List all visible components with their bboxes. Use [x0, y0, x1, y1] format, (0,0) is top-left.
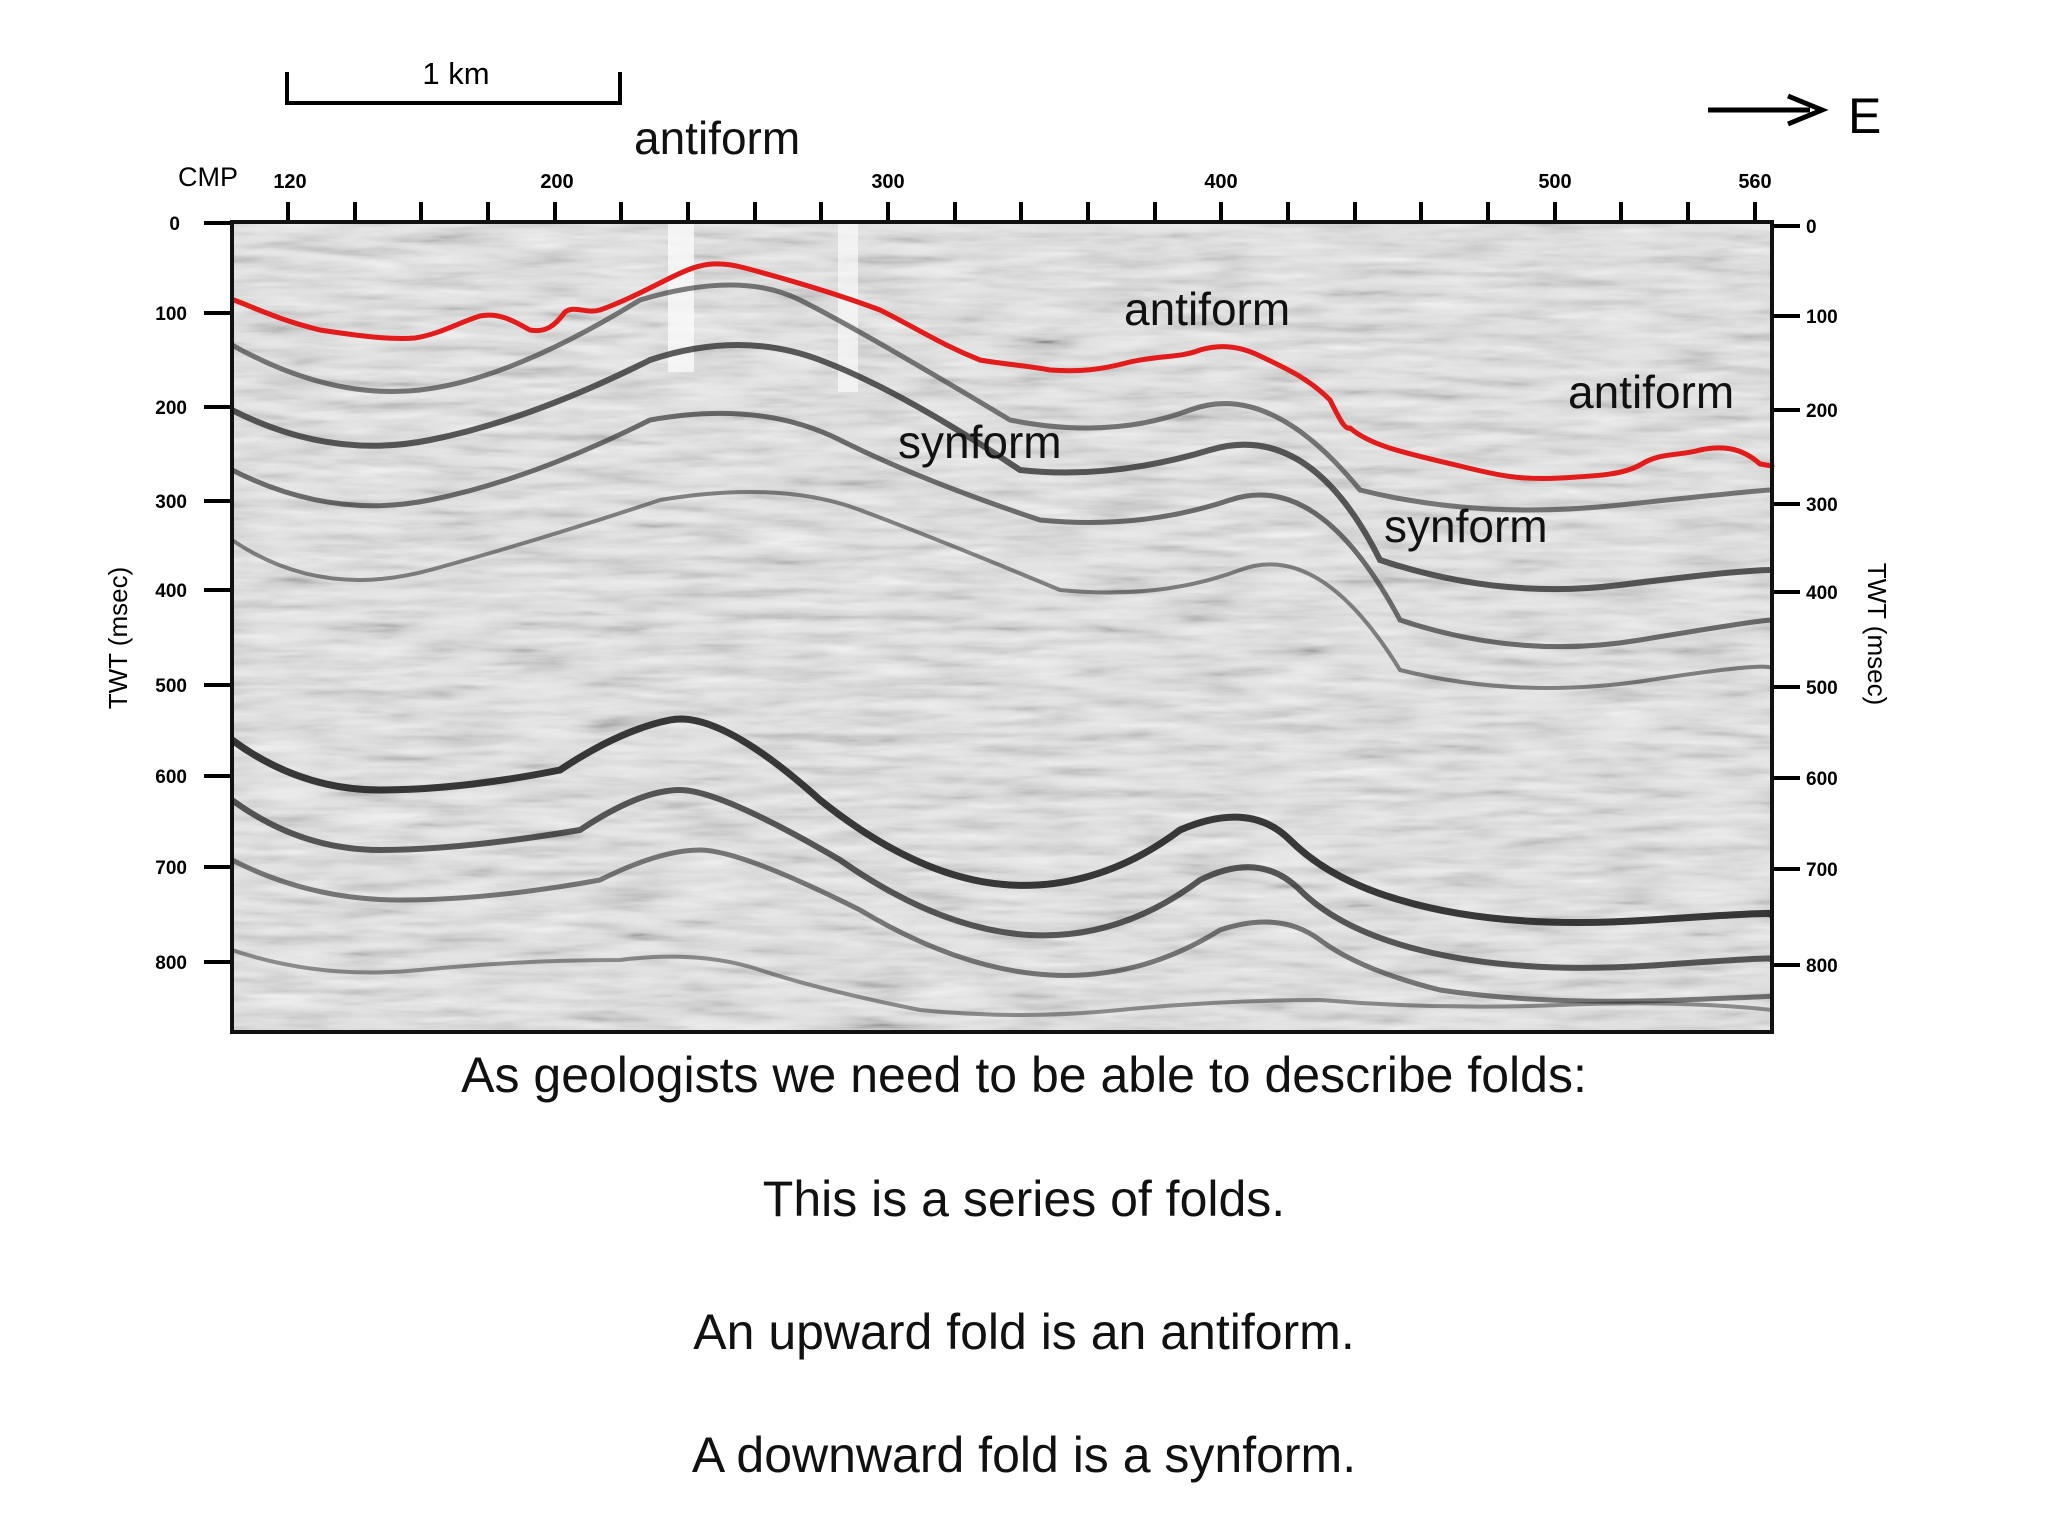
cmp-axis-title: CMP — [178, 162, 238, 192]
reflector-group — [232, 282, 1772, 1017]
left-tick-300: 300 — [155, 492, 187, 513]
scale-bar-label: 1 km — [422, 56, 489, 91]
antiform-label-3: antiform — [1568, 366, 1734, 418]
right-tick-100: 100 — [1806, 307, 1838, 328]
right-tick-300: 300 — [1806, 495, 1838, 516]
fold-annotations: antiform antiform antiform synform synfo… — [634, 112, 1734, 552]
caption-line-4: A downward fold is a synform. — [691, 1427, 1357, 1483]
seismic-section-figure: 1 km E CMP TWT (msec) TWT (msec) 120 200… — [103, 56, 1892, 1034]
horizon-line — [231, 261, 1775, 481]
left-twt-axis: 0 100 200 300 400 500 600 700 800 — [155, 214, 232, 974]
cmp-tick-200: 200 — [540, 171, 573, 193]
right-tick-600: 600 — [1806, 769, 1838, 790]
right-axis-title: TWT (msec) — [1862, 563, 1892, 706]
right-tick-500: 500 — [1806, 678, 1838, 699]
seismic-image — [232, 222, 1772, 1032]
left-tick-100: 100 — [155, 304, 187, 325]
cmp-tick-marks — [286, 202, 1757, 222]
left-axis-title: TWT (msec) — [103, 567, 133, 710]
cmp-tick-560: 560 — [1738, 171, 1771, 193]
cmp-tick-500: 500 — [1538, 171, 1571, 193]
right-tick-0: 0 — [1806, 217, 1817, 238]
left-tick-700: 700 — [155, 858, 187, 879]
cmp-tick-400: 400 — [1204, 171, 1237, 193]
caption-line-3: An upward fold is an antiform. — [693, 1304, 1355, 1360]
left-tick-0: 0 — [169, 214, 180, 235]
synform-label-1: synform — [898, 416, 1062, 468]
plot-frame — [230, 220, 1774, 1034]
cmp-tick-300: 300 — [871, 171, 904, 193]
direction-label: E — [1848, 88, 1881, 144]
caption-line-1: As geologists we need to be able to desc… — [461, 1047, 1587, 1103]
east-arrow: E — [1708, 88, 1881, 144]
antiform-label-2: antiform — [1124, 283, 1290, 335]
left-tick-800: 800 — [155, 953, 187, 974]
left-tick-200: 200 — [155, 398, 187, 419]
right-tick-400: 400 — [1806, 583, 1838, 604]
scale-bar: 1 km — [285, 56, 622, 105]
left-tick-500: 500 — [155, 676, 187, 697]
cmp-tick-120: 120 — [273, 171, 306, 193]
synform-label-2: synform — [1384, 500, 1548, 552]
caption-line-2: This is a series of folds. — [762, 1171, 1286, 1227]
antiform-label-1: antiform — [634, 112, 800, 164]
right-tick-200: 200 — [1806, 401, 1838, 422]
cmp-tick-labels: 120 200 300 400 500 560 — [273, 171, 1771, 193]
right-tick-700: 700 — [1806, 860, 1838, 881]
left-tick-600: 600 — [155, 767, 187, 788]
left-tick-400: 400 — [155, 581, 187, 602]
right-tick-800: 800 — [1806, 956, 1838, 977]
right-twt-axis: 0 100 200 300 400 500 600 700 800 — [1772, 217, 1838, 977]
